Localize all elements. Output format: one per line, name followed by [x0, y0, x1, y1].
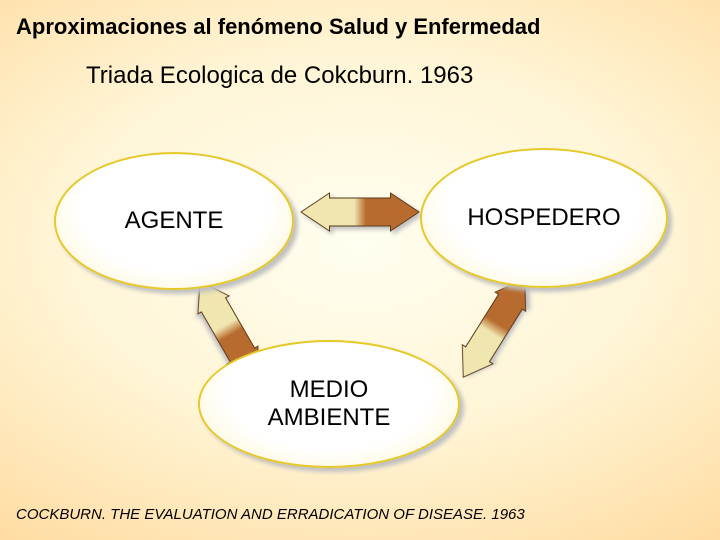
node-hospedero: HOSPEDERO	[420, 148, 668, 288]
node-agente: AGENTE	[54, 152, 294, 290]
node-agente-label: AGENTE	[125, 207, 224, 235]
slide-subtitle: Triada Ecologica de Cokcburn. 1963	[86, 62, 473, 90]
footer-citation: COCKBURN. THE EVALUATION AND ERRADICATIO…	[16, 506, 525, 523]
slide-title: Aproximaciones al fenómeno Salud y Enfer…	[16, 14, 540, 40]
node-medio-label: MEDIOAMBIENTE	[268, 376, 391, 431]
slide-subtitle-text: Triada Ecologica de Cokcburn. 1963	[86, 62, 473, 89]
node-medio: MEDIOAMBIENTE	[198, 340, 460, 468]
footer-citation-text: COCKBURN. THE EVALUATION AND ERRADICATIO…	[16, 506, 525, 523]
slide-title-text: Aproximaciones al fenómeno Salud y Enfer…	[16, 14, 540, 39]
node-hospedero-label: HOSPEDERO	[467, 204, 620, 232]
